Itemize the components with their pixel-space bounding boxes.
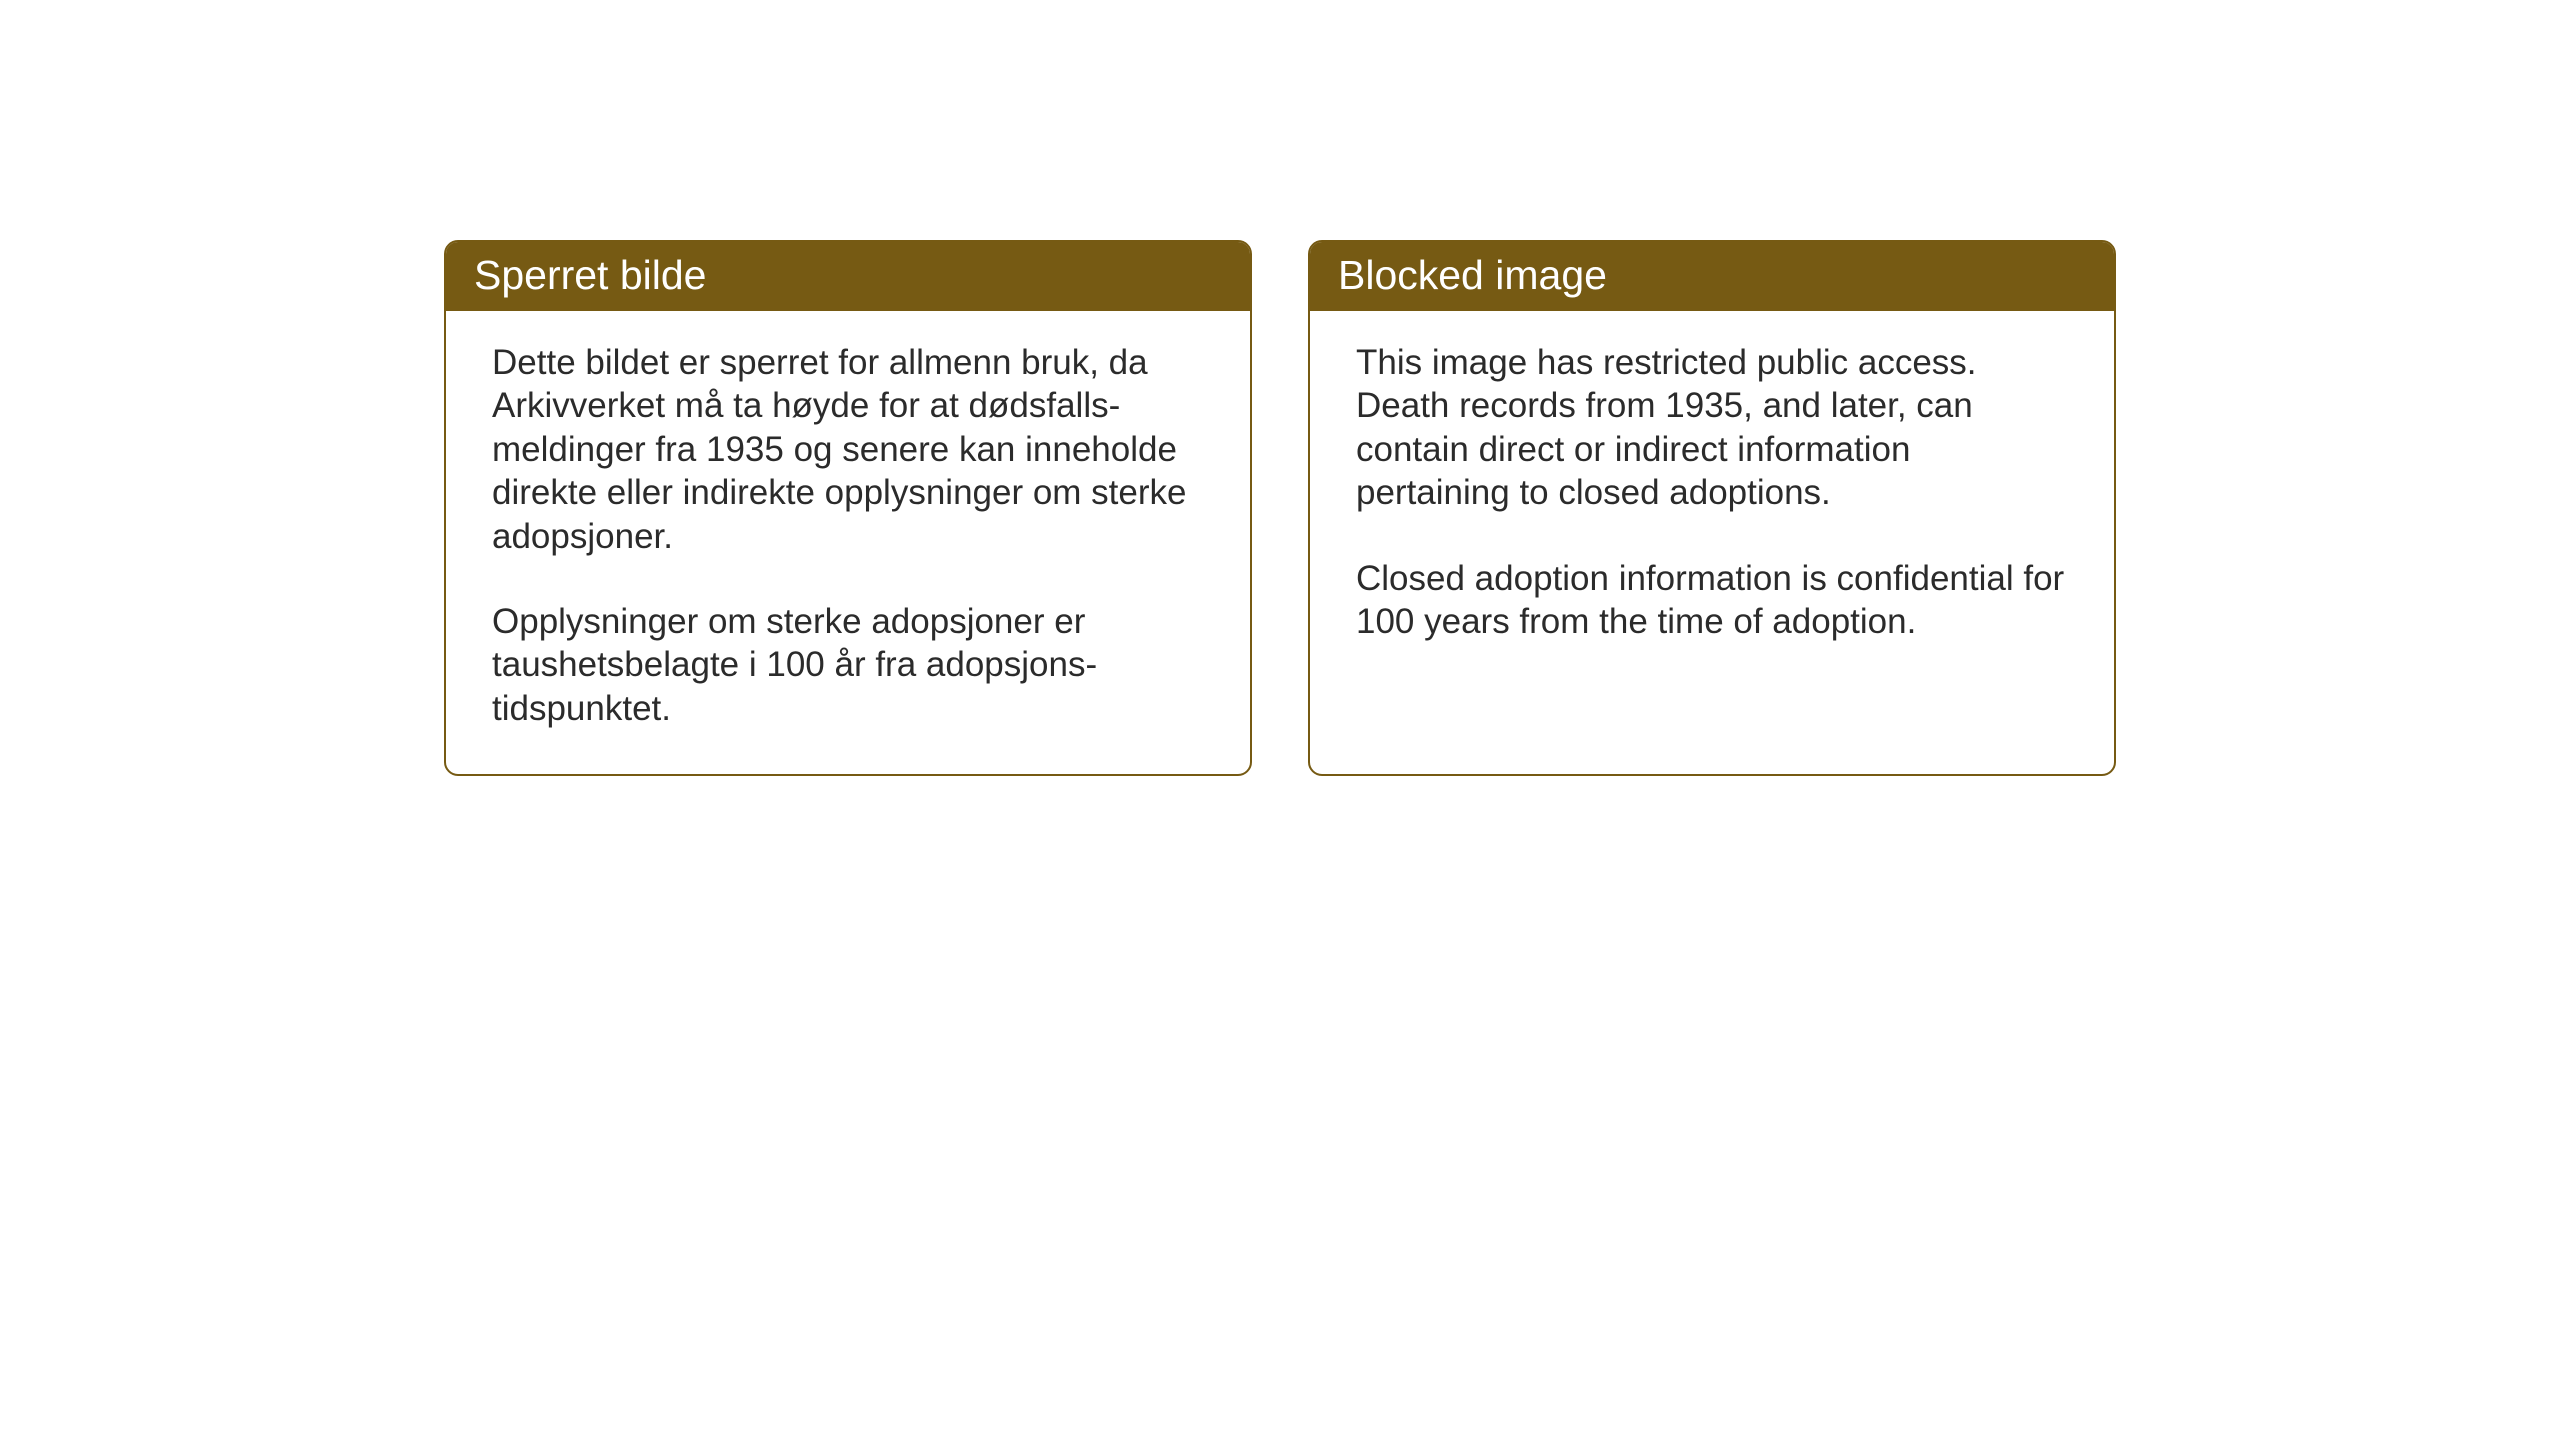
notice-card-norwegian: Sperret bilde Dette bildet er sperret fo… xyxy=(444,240,1252,776)
notice-header-norwegian: Sperret bilde xyxy=(446,242,1250,311)
notice-body-english: This image has restricted public access.… xyxy=(1310,311,2114,687)
notice-para1-english: This image has restricted public access.… xyxy=(1356,341,2068,515)
notice-para2-english: Closed adoption information is confident… xyxy=(1356,557,2068,644)
notice-header-english: Blocked image xyxy=(1310,242,2114,311)
notice-para1-norwegian: Dette bildet er sperret for allmenn bruk… xyxy=(492,341,1204,558)
notice-body-norwegian: Dette bildet er sperret for allmenn bruk… xyxy=(446,311,1250,774)
notice-card-english: Blocked image This image has restricted … xyxy=(1308,240,2116,776)
notice-container: Sperret bilde Dette bildet er sperret fo… xyxy=(444,240,2116,776)
notice-title-english: Blocked image xyxy=(1338,252,1607,298)
notice-title-norwegian: Sperret bilde xyxy=(474,252,706,298)
notice-para2-norwegian: Opplysninger om sterke adopsjoner er tau… xyxy=(492,600,1204,730)
